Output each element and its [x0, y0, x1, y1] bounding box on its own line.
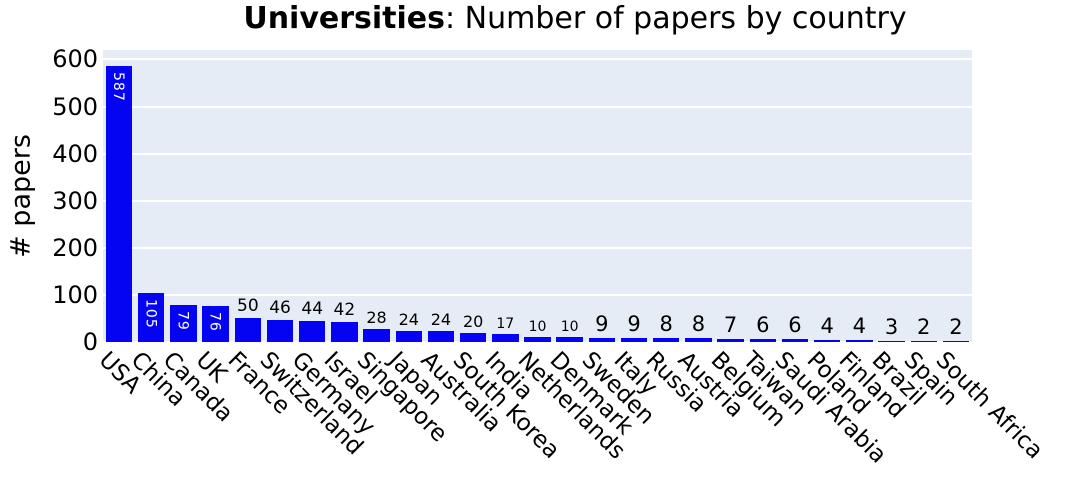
bar-denmark	[556, 337, 583, 342]
y-tick-0: 0	[82, 328, 98, 356]
bar-spain	[910, 341, 937, 342]
bar-switzerland	[266, 320, 294, 342]
bar-value-spain: 2	[917, 315, 931, 339]
bar-india	[492, 333, 519, 342]
bar-value-south-africa: 2	[949, 315, 963, 339]
bar-taiwan	[749, 339, 776, 342]
chart-title-rest: : Number of papers by country	[445, 1, 907, 36]
bar-singapore	[363, 328, 390, 342]
plot-area	[103, 50, 972, 343]
bar-value-uk: 76	[206, 312, 223, 333]
bar-italy	[620, 337, 648, 342]
bar-value-germany: 44	[301, 299, 324, 320]
bar-value-belgium: 7	[723, 312, 738, 337]
bar-usa	[105, 65, 133, 342]
bar-value-russia: 8	[659, 312, 673, 337]
y-tick-200: 200	[52, 233, 98, 262]
gridline-y-200	[103, 246, 972, 249]
bar-value-sweden: 9	[595, 311, 609, 336]
bar-value-china: 105	[142, 298, 159, 329]
bar-value-india: 17	[496, 315, 515, 332]
y-tick-600: 600	[52, 45, 98, 74]
bar-netherlands	[524, 337, 551, 342]
gridline-y-500	[103, 105, 972, 108]
bar-israel	[331, 322, 358, 342]
gridline-y-100	[103, 293, 972, 296]
bar-south-africa	[942, 341, 970, 342]
bar-value-taiwan: 6	[756, 313, 770, 338]
bar-value-australia: 24	[430, 309, 452, 329]
bar-value-denmark: 10	[560, 319, 579, 336]
gridline-y-300	[103, 199, 972, 202]
bar-canada	[170, 304, 197, 342]
bar-brazil	[878, 340, 905, 342]
bar-value-singapore: 28	[366, 307, 387, 327]
bar-value-israel: 42	[333, 300, 356, 321]
y-tick-300: 300	[52, 186, 98, 215]
bar-value-usa: 587	[110, 71, 127, 102]
chart-title-bold: Universities	[243, 1, 446, 36]
y-tick-100: 100	[52, 280, 98, 309]
bar-south-korea	[459, 332, 487, 342]
bar-belgium	[717, 338, 744, 342]
gridline-y-400	[103, 152, 972, 155]
bar-value-canada: 79	[174, 310, 191, 331]
bar-value-france: 50	[237, 296, 259, 317]
gridline-y-600	[103, 58, 972, 61]
bar-sweden	[588, 337, 616, 342]
bar-germany	[299, 321, 326, 342]
bar-russia	[653, 338, 680, 342]
bar-value-japan: 24	[398, 309, 419, 329]
bar-saudi-arabia	[781, 339, 809, 342]
bar-poland	[813, 340, 841, 342]
gridline-y-0	[103, 341, 972, 343]
bar-china	[138, 292, 165, 342]
bar-austria	[685, 338, 712, 342]
chart-title: Universities: Number of papers by countr…	[70, 1, 1080, 36]
bar-value-poland: 4	[820, 314, 834, 339]
bar-uk	[202, 306, 229, 342]
bar-france	[234, 318, 262, 342]
bar-value-finland: 4	[852, 314, 867, 339]
bar-value-saudi-arabia: 6	[788, 313, 802, 338]
bar-finland	[846, 340, 873, 342]
bar-australia	[427, 330, 455, 342]
bar-japan	[395, 330, 422, 342]
y-tick-500: 500	[52, 92, 98, 121]
y-tick-400: 400	[52, 139, 98, 168]
bar-value-netherlands: 10	[528, 319, 547, 336]
bar-value-switzerland: 46	[269, 298, 291, 319]
bar-value-austria: 8	[691, 312, 706, 337]
bar-value-south-korea: 20	[462, 311, 484, 331]
bar-value-brazil: 3	[884, 314, 899, 339]
bar-value-italy: 9	[627, 311, 641, 336]
